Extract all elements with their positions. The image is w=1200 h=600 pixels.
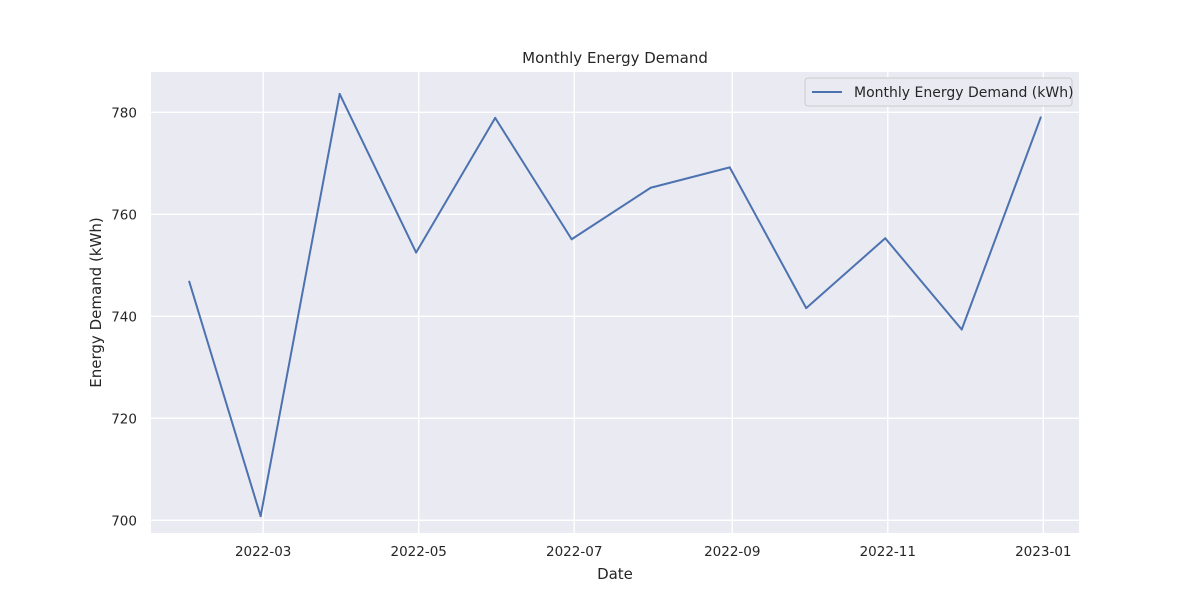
data-point — [649, 186, 652, 189]
x-tick-label: 2022-03 — [235, 544, 291, 560]
data-point — [884, 237, 887, 240]
legend-label: Monthly Energy Demand (kWh) — [854, 85, 1074, 101]
y-axis-ticks: 700 720 740 760 780 — [111, 105, 137, 529]
data-point — [1039, 116, 1042, 119]
data-point — [338, 92, 341, 95]
series-line — [188, 92, 1042, 518]
data-point — [960, 328, 963, 331]
grid-lines — [151, 72, 1079, 533]
x-tick-label: 2022-07 — [546, 544, 602, 560]
chart-title: Monthly Energy Demand — [522, 49, 708, 67]
y-tick-label: 740 — [111, 309, 137, 325]
data-point — [188, 280, 191, 283]
x-tick-label: 2023-01 — [1015, 544, 1071, 560]
y-axis-label: Energy Demand (kWh) — [87, 217, 105, 387]
plot-area — [151, 72, 1079, 533]
y-tick-label: 720 — [111, 411, 137, 427]
legend: Monthly Energy Demand (kWh) — [804, 77, 1074, 107]
x-tick-label: 2022-11 — [860, 544, 916, 560]
data-point — [259, 515, 262, 518]
y-tick-label: 780 — [111, 105, 137, 121]
data-point — [728, 166, 731, 169]
x-tick-label: 2022-09 — [704, 544, 760, 560]
data-point — [415, 251, 418, 254]
y-tick-label: 700 — [111, 513, 137, 529]
data-point — [805, 307, 808, 310]
series-layer — [188, 92, 1042, 518]
y-tick-label: 760 — [111, 207, 137, 223]
data-point — [570, 238, 573, 241]
x-axis-label: Date — [597, 565, 633, 583]
legend-box — [804, 77, 1073, 107]
x-tick-label: 2022-05 — [390, 544, 446, 560]
x-axis-ticks: 2022-03 2022-05 2022-07 2022-09 2022-11 2023-… — [235, 544, 1072, 560]
data-point — [494, 116, 497, 119]
